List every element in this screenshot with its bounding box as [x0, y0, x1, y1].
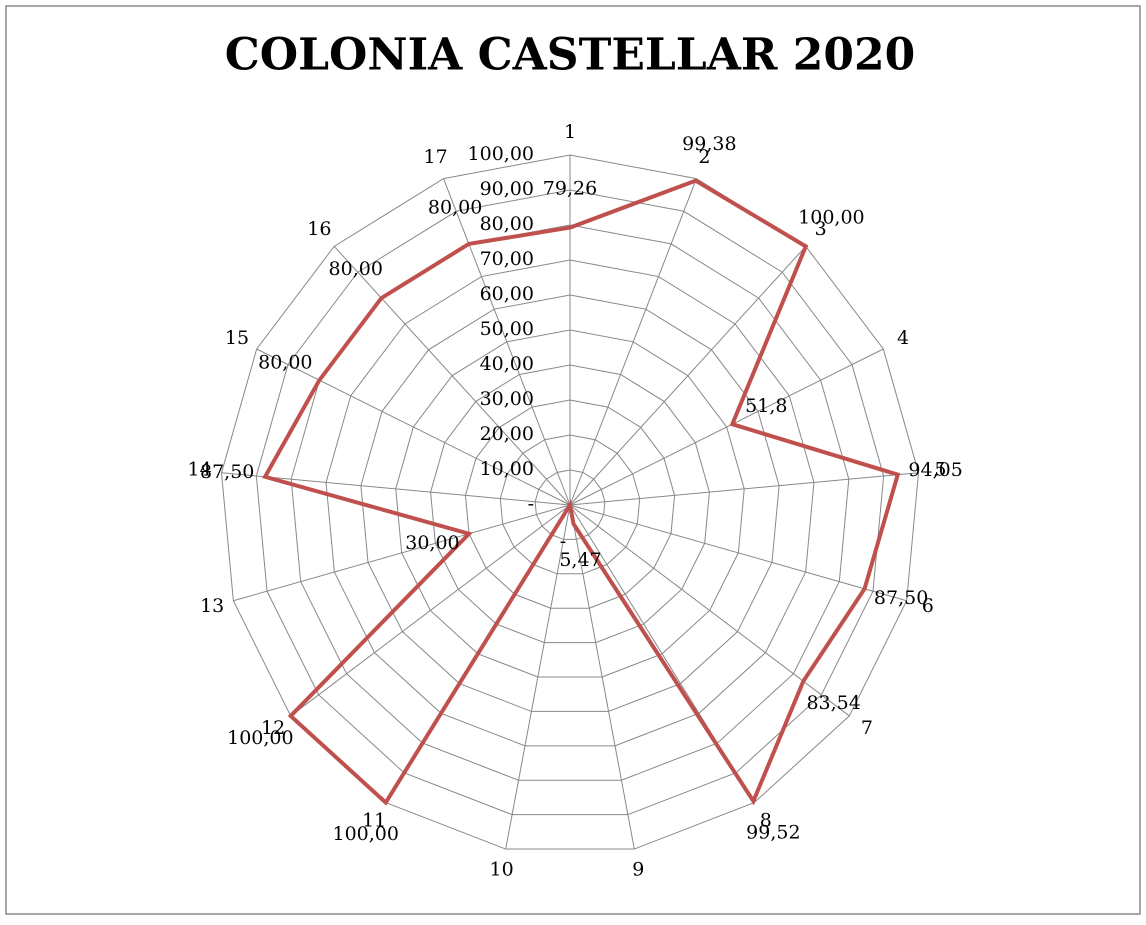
category-label: 1 — [564, 121, 576, 143]
spoke — [290, 504, 571, 717]
y-tick-label: 50,00 — [480, 318, 534, 340]
data-label: 100,00 — [798, 206, 864, 228]
data-label: 94,05 — [908, 459, 962, 481]
y-tick-label: 80,00 — [480, 213, 534, 235]
spoke — [233, 504, 571, 602]
category-label: 12 — [261, 717, 285, 739]
spoke — [221, 472, 571, 506]
spoke — [443, 178, 571, 506]
spoke — [569, 504, 907, 602]
spoke — [569, 472, 919, 506]
chart-border — [5, 5, 1141, 915]
data-label: 79,26 — [543, 178, 597, 200]
spoke — [256, 348, 571, 506]
data-label: 80,00 — [329, 258, 383, 280]
data-label: 80,00 — [258, 351, 312, 373]
spoke — [333, 246, 571, 506]
grid-ring — [255, 189, 885, 816]
data-label: 99,52 — [746, 821, 800, 843]
chart-title: COLONIA CASTELLAR 2020 — [225, 30, 915, 81]
y-tick-label: 90,00 — [480, 178, 534, 200]
grid-ring — [430, 364, 710, 644]
grid-ring — [325, 259, 815, 747]
spoke — [569, 178, 697, 506]
y-tick-label: 40,00 — [480, 353, 534, 375]
series-line — [262, 178, 901, 806]
data-label: 51,8 — [745, 395, 787, 417]
spoke — [569, 348, 884, 506]
grid-ring — [360, 294, 780, 712]
grid-ring — [395, 329, 745, 678]
category-label: 8 — [760, 809, 772, 831]
y-tick-label: 60,00 — [480, 283, 534, 305]
data-label: 30,00 — [405, 532, 459, 554]
category-label: 7 — [861, 717, 873, 739]
category-label: 5 — [934, 459, 946, 481]
data-label: 100,00 — [227, 727, 293, 749]
category-label: 15 — [225, 327, 249, 349]
category-label: 10 — [490, 859, 514, 881]
grid-ring — [464, 399, 676, 609]
category-label: 17 — [424, 146, 448, 168]
category-label: 14 — [187, 459, 211, 481]
spoke — [569, 504, 635, 850]
data-label: 87,50 — [200, 461, 254, 483]
category-label: 2 — [698, 146, 710, 168]
category-label: 16 — [307, 218, 331, 240]
category-label: 13 — [200, 595, 224, 617]
data-label: 87,50 — [874, 587, 928, 609]
category-label: 6 — [922, 595, 934, 617]
y-tick-label: 20,00 — [480, 423, 534, 445]
data-label: 100,00 — [333, 823, 399, 845]
y-tick-label: 30,00 — [480, 388, 534, 410]
grid-ring — [220, 154, 920, 850]
y-tick-label: 10,00 — [480, 458, 534, 480]
data-label: - — [560, 530, 566, 552]
category-label: 11 — [362, 809, 386, 831]
grid-ring — [499, 434, 641, 575]
data-label: 99,38 — [682, 133, 736, 155]
spoke — [505, 504, 571, 850]
data-label: 80,00 — [428, 196, 482, 218]
data-label: 5,47 — [559, 549, 601, 571]
grid-ring — [534, 469, 606, 540]
category-label: 4 — [897, 327, 909, 349]
data-label: 83,54 — [806, 692, 860, 714]
y-tick-label: 100,00 — [468, 143, 534, 165]
y-tick-label: 70,00 — [480, 248, 534, 270]
category-label: 9 — [632, 859, 644, 881]
category-label: 3 — [815, 218, 827, 240]
spoke — [569, 246, 807, 506]
y-tick-label: - — [528, 493, 534, 515]
